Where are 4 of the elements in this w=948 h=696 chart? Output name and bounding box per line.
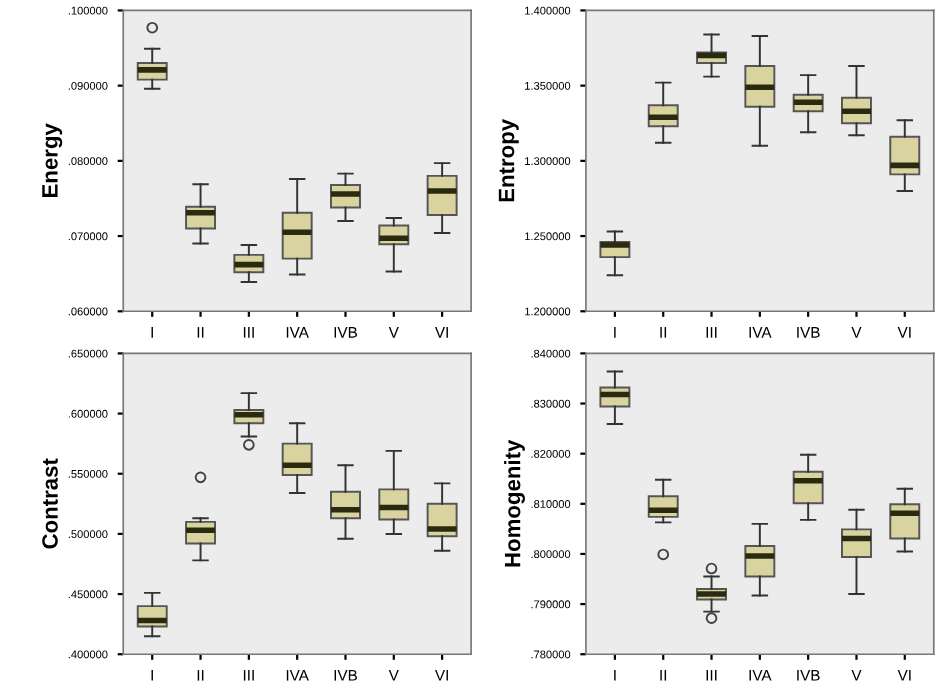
y-axis-title: Contrast	[42, 458, 58, 549]
y-axis-title: Energy	[42, 123, 63, 198]
y-axis-title: Homogenity	[504, 439, 525, 567]
y-axis-title: Entropy	[498, 119, 519, 202]
